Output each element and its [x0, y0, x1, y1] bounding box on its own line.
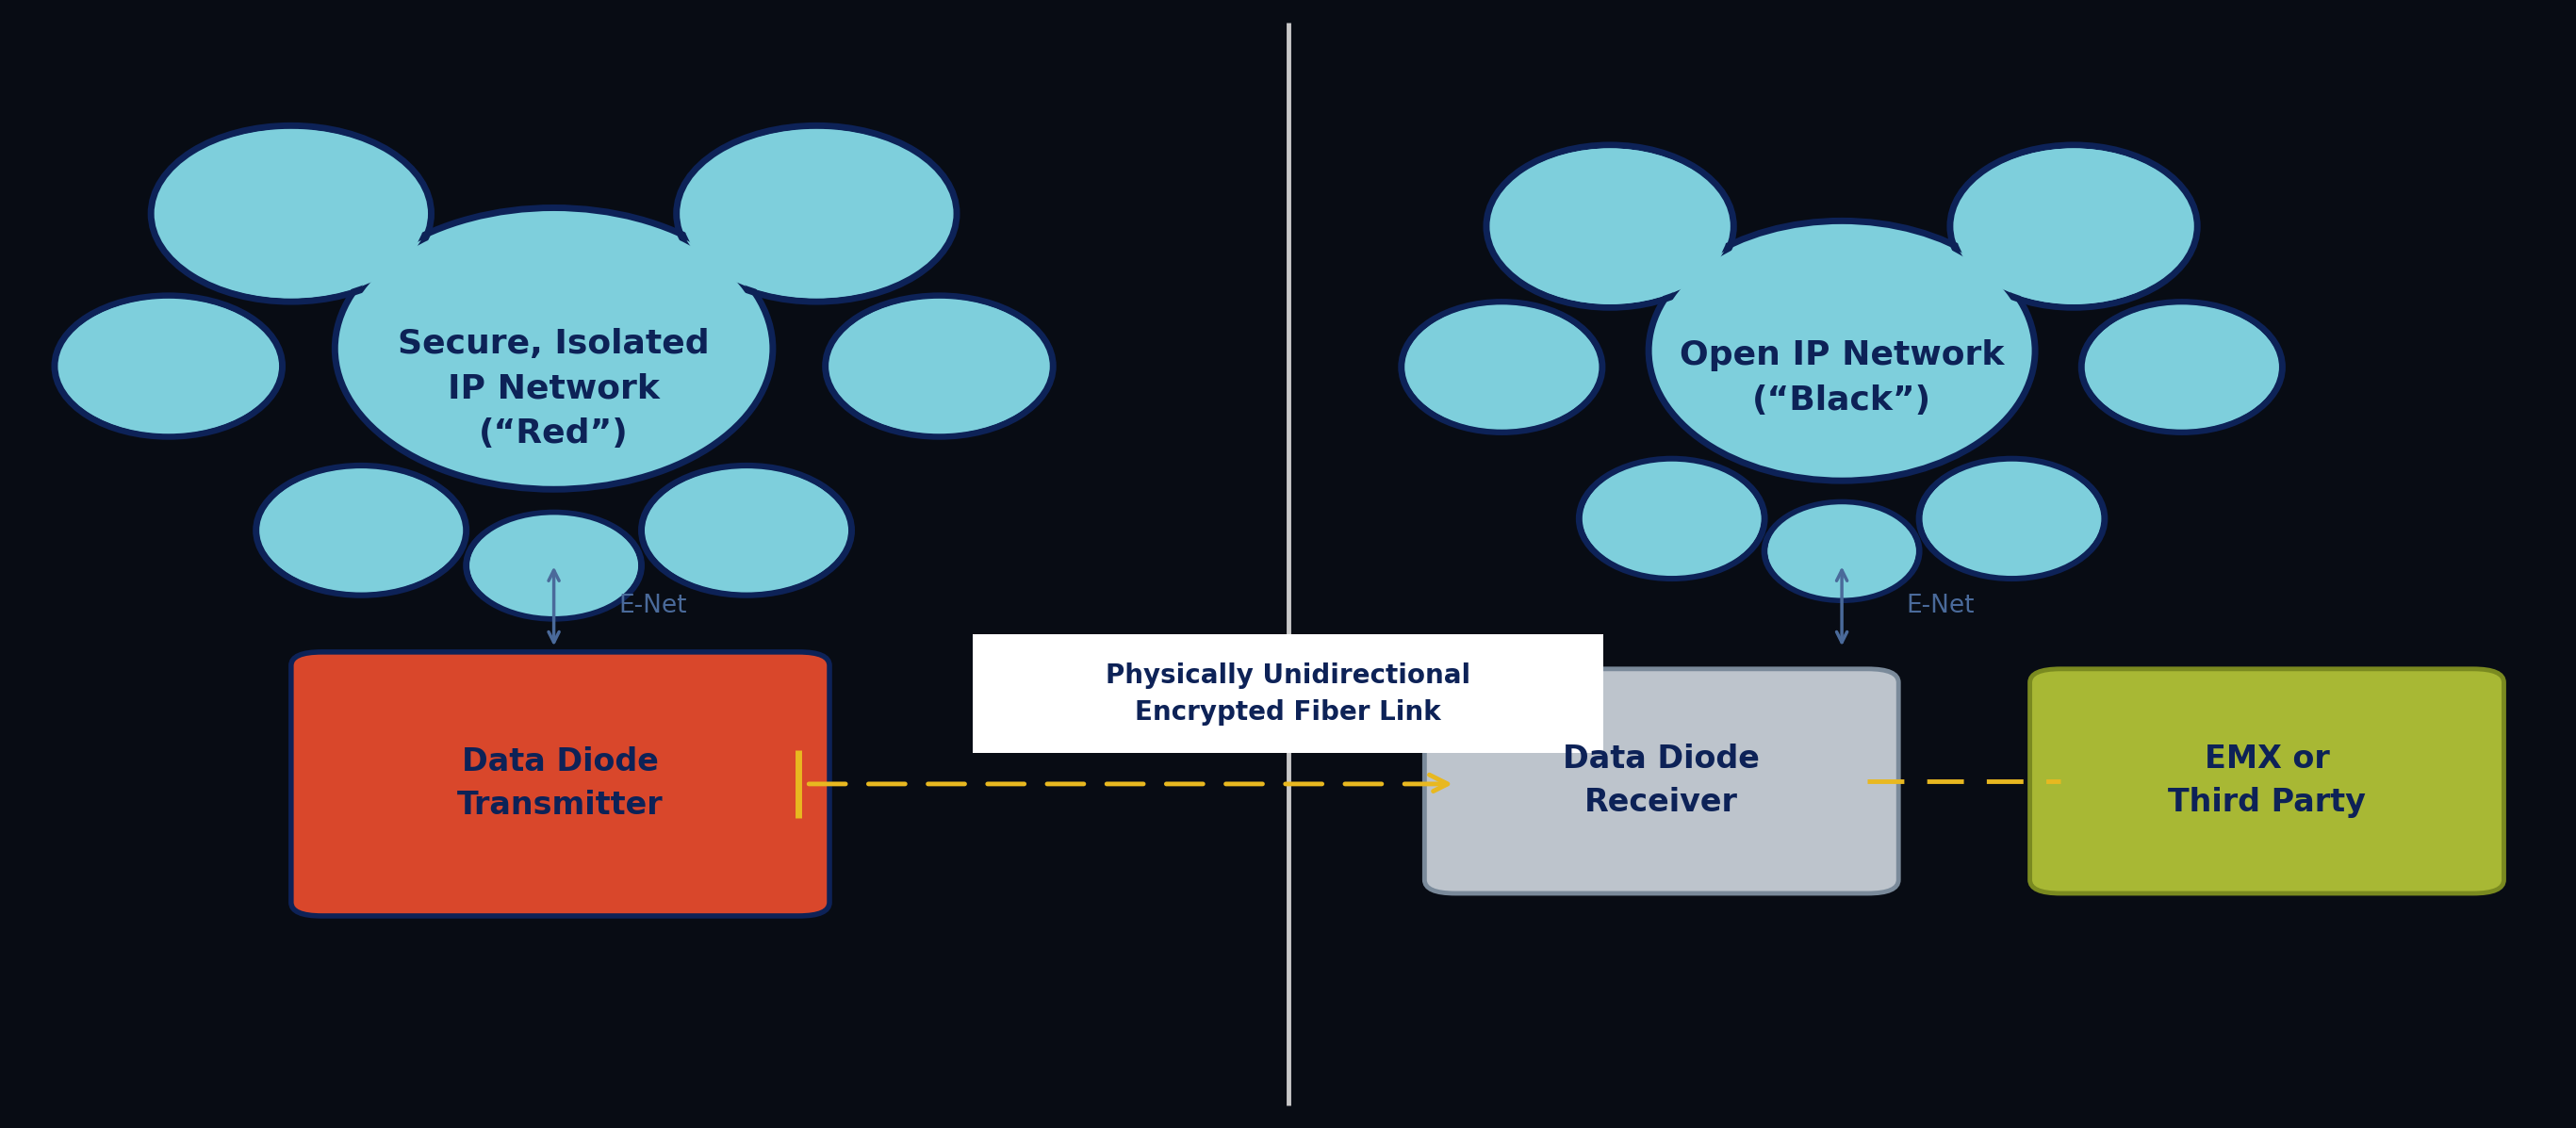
Ellipse shape	[1406, 305, 1597, 430]
Ellipse shape	[466, 513, 641, 618]
Ellipse shape	[1656, 226, 2027, 476]
Ellipse shape	[1486, 146, 1734, 308]
Ellipse shape	[683, 130, 951, 298]
Ellipse shape	[469, 514, 639, 616]
Ellipse shape	[343, 213, 765, 484]
Ellipse shape	[1767, 504, 1917, 598]
Ellipse shape	[1919, 459, 2105, 579]
Ellipse shape	[260, 468, 461, 592]
Ellipse shape	[157, 130, 425, 298]
Ellipse shape	[1955, 148, 2192, 305]
Text: Data Diode
Receiver: Data Diode Receiver	[1564, 744, 1759, 818]
Ellipse shape	[677, 125, 956, 301]
Text: EMX or
Third Party: EMX or Third Party	[2169, 744, 2365, 818]
Ellipse shape	[255, 466, 466, 594]
Text: Physically Unidirectional
Encrypted Fiber Link: Physically Unidirectional Encrypted Fibe…	[1105, 662, 1471, 725]
Ellipse shape	[1922, 461, 2102, 575]
Ellipse shape	[54, 296, 283, 437]
Ellipse shape	[1492, 148, 1728, 305]
FancyBboxPatch shape	[1425, 669, 1899, 893]
Ellipse shape	[1765, 502, 1919, 600]
FancyBboxPatch shape	[971, 634, 1602, 754]
Text: E-Net: E-Net	[1906, 594, 1976, 618]
Ellipse shape	[1582, 461, 1762, 575]
Ellipse shape	[824, 296, 1054, 437]
Ellipse shape	[59, 299, 278, 434]
FancyBboxPatch shape	[291, 652, 829, 916]
Ellipse shape	[829, 299, 1048, 434]
Ellipse shape	[1950, 146, 2197, 308]
Ellipse shape	[152, 125, 430, 301]
Text: Data Diode
Transmitter: Data Diode Transmitter	[459, 747, 662, 821]
Text: Open IP Network
(“Black”): Open IP Network (“Black”)	[1680, 340, 2004, 416]
Ellipse shape	[1401, 302, 1602, 432]
Ellipse shape	[2081, 302, 2282, 432]
Ellipse shape	[1579, 459, 1765, 579]
Ellipse shape	[641, 466, 853, 594]
Ellipse shape	[2087, 305, 2277, 430]
Ellipse shape	[647, 468, 848, 592]
FancyBboxPatch shape	[2030, 669, 2504, 893]
Ellipse shape	[335, 208, 773, 490]
Text: E-Net: E-Net	[618, 594, 688, 618]
Text: Secure, Isolated
IP Network
(“Red”): Secure, Isolated IP Network (“Red”)	[399, 328, 708, 450]
Ellipse shape	[1649, 221, 2035, 481]
